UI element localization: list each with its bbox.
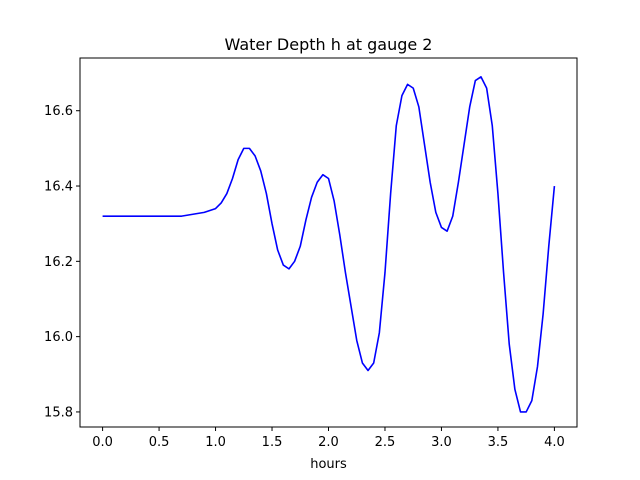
- y-axis: 15.8 16.0 16.2 16.4 16.6: [44, 104, 80, 420]
- x-tick-label: 3.0: [431, 435, 452, 450]
- x-tick-label: 0.0: [92, 435, 113, 450]
- x-tick-label: 1.0: [205, 435, 226, 450]
- x-tick-label: 0.5: [149, 435, 170, 450]
- y-tick-label: 16.6: [44, 104, 73, 119]
- x-tick-label: 3.5: [488, 435, 509, 450]
- y-tick-label: 16.2: [44, 255, 73, 270]
- y-tick-label: 16.0: [44, 330, 73, 345]
- x-tick-label: 2.0: [318, 435, 339, 450]
- y-tick-label: 16.4: [44, 180, 73, 195]
- chart-title: Water Depth h at gauge 2: [225, 35, 433, 54]
- x-axis: 0.0 0.5 1.0 1.5 2.0 2.5 3.0 3.5 4.0: [92, 427, 565, 450]
- x-axis-label: hours: [310, 457, 347, 472]
- x-tick-label: 1.5: [262, 435, 283, 450]
- plot-area: [79, 57, 578, 428]
- x-tick-label: 4.0: [544, 435, 565, 450]
- x-tick-label: 2.5: [375, 435, 396, 450]
- series-line-0: [102, 76, 556, 413]
- y-tick-label: 15.8: [44, 405, 73, 420]
- plot-frame: [79, 57, 578, 428]
